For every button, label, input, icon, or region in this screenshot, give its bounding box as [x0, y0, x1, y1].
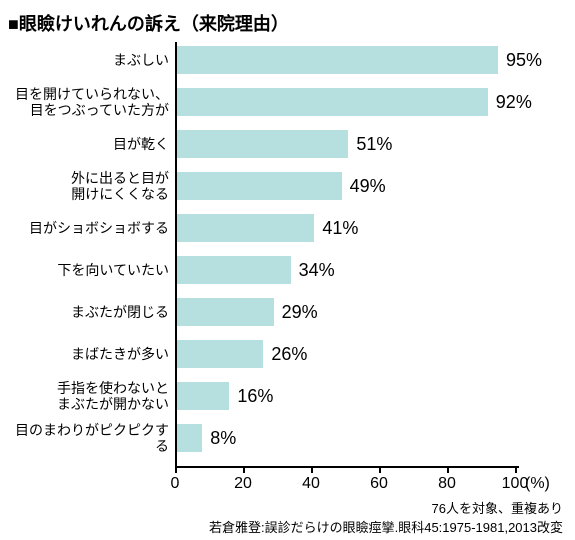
footnotes: 76人を対象、重複あり若倉雅登:誤診だらけの眼瞼痙攣.眼科45:1975-198… — [209, 498, 563, 536]
x-tick — [379, 466, 381, 473]
category-label: 手指を使わないとまぶたが開かない — [4, 380, 169, 412]
x-tick-label: 80 — [427, 475, 467, 493]
value-label: 92% — [496, 92, 532, 113]
category-label: 下を向いていたい — [4, 262, 169, 278]
chart-title: ■眼瞼けいれんの訴え（来院理由） — [8, 10, 289, 36]
value-label: 95% — [506, 50, 542, 71]
value-label: 8% — [210, 428, 236, 449]
bar — [175, 382, 229, 410]
category-label: 目が乾く — [4, 136, 169, 152]
footnote-line: 若倉雅登:誤診だらけの眼瞼痙攣.眼科45:1975-1981,2013改変 — [209, 517, 563, 536]
x-tick — [447, 466, 449, 473]
value-label: 26% — [271, 344, 307, 365]
x-tick — [243, 466, 245, 473]
bar — [175, 298, 274, 326]
value-label: 51% — [356, 134, 392, 155]
x-tick-label: 0 — [155, 475, 195, 493]
x-tick — [311, 466, 313, 473]
y-axis — [175, 42, 177, 466]
category-label: 目のまわりがピクピクする — [4, 422, 169, 454]
category-label: まぶしい — [4, 52, 169, 68]
x-axis-unit: (%) — [525, 475, 550, 493]
bar — [175, 88, 488, 116]
value-label: 41% — [322, 218, 358, 239]
bar — [175, 172, 342, 200]
x-tick-label: 20 — [223, 475, 263, 493]
value-label: 34% — [299, 260, 335, 281]
value-label: 16% — [237, 386, 273, 407]
value-label: 49% — [350, 176, 386, 197]
x-tick-label: 60 — [359, 475, 399, 493]
category-label: まばたきが多い — [4, 346, 169, 362]
bar — [175, 130, 348, 158]
bar — [175, 424, 202, 452]
category-label: 目を開けていられない、目をつぶっていた方が — [4, 86, 169, 118]
value-label: 29% — [282, 302, 318, 323]
bar-chart: 95%92%51%49%41%34%29%26%16%8%02040608010… — [175, 46, 515, 466]
bar — [175, 340, 263, 368]
bar — [175, 256, 291, 284]
category-label: まぶたが閉じる — [4, 304, 169, 320]
x-tick — [515, 466, 517, 473]
category-label: 外に出ると目が開けにくくなる — [4, 170, 169, 202]
bar — [175, 214, 314, 242]
x-tick — [175, 466, 177, 473]
footnote-line: 76人を対象、重複あり — [209, 498, 563, 517]
x-tick-label: 40 — [291, 475, 331, 493]
bar — [175, 46, 498, 74]
category-label: 目がショボショボする — [4, 220, 169, 236]
x-axis — [175, 466, 519, 468]
